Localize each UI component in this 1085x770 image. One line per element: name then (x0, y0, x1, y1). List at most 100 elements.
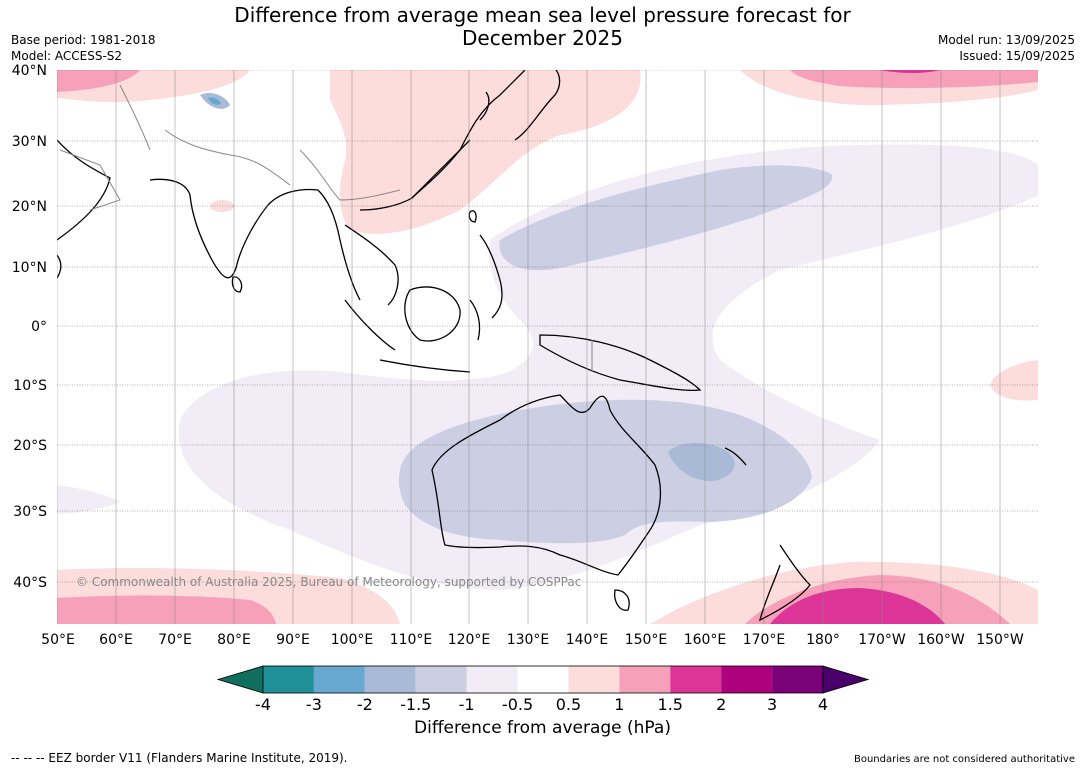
colorbar-segment (263, 666, 314, 693)
lat-label-40s: 40°S (13, 575, 47, 591)
colorbar-tick-label: -1 (459, 695, 475, 714)
coast-srilanka (231, 276, 243, 293)
lon-label-110e: 110°E (390, 632, 433, 648)
lat-label-10n: 10°N (12, 260, 47, 276)
colorbar-segment (721, 666, 773, 693)
lon-label-100e: 100°E (331, 632, 374, 648)
coast-newguinea (539, 334, 702, 391)
lon-label-150w: 150°W (976, 632, 1024, 648)
copyright-text: © Commonwealth of Australia 2025, Bureau… (76, 575, 581, 589)
contour-pos-0-5-swpac (990, 360, 1038, 401)
lon-label-180: 180° (806, 632, 840, 648)
colorbar-segment (568, 666, 620, 693)
border-pakistan (119, 84, 151, 151)
lon-label-170e: 170°E (743, 632, 786, 648)
coast-japan (514, 70, 561, 141)
coast-korea (479, 91, 490, 121)
lat-label-40n: 40°N (12, 63, 47, 79)
lon-label-160w: 160°W (917, 632, 965, 648)
meridians (57, 70, 1001, 624)
chart-title: Difference from average mean sea level p… (0, 4, 1085, 50)
contour-pos-1-south-west (57, 595, 276, 624)
lat-label-10s: 10°S (13, 378, 47, 394)
coast-australia (431, 394, 662, 576)
coast-newzealand (759, 544, 811, 622)
colorbar-tick-label: -4 (255, 695, 271, 714)
boundaries-disclaimer: Boundaries are not considered authoritat… (853, 754, 1075, 765)
border-china-sea (299, 149, 401, 201)
coast-sumatra (344, 299, 396, 351)
lon-label-50e: 50°E (41, 632, 75, 648)
contour-pos-1-npac (790, 70, 1038, 89)
colorbar-segment (772, 666, 823, 693)
coast-borneo (404, 286, 461, 342)
colorbar-segment (517, 666, 569, 693)
colorbar-tick-label: 0.5 (556, 695, 581, 714)
colorbar-tick-label: -2 (357, 695, 373, 714)
gridlines (57, 70, 1038, 583)
contour-neg-1-pacific (499, 165, 833, 271)
lat-label-20n: 20°N (12, 199, 47, 215)
coast-africa (57, 254, 62, 279)
lon-label-140e: 140°E (566, 632, 609, 648)
colorbar-tick-label: 1 (614, 695, 624, 714)
colorbar-tick-label: 3 (767, 695, 777, 714)
colorbar-segment (619, 666, 671, 693)
colorbar-tick-label: -1.5 (400, 695, 431, 714)
model-run-text: Model run: 13/09/2025 (937, 33, 1075, 47)
lon-label-70e: 70°E (158, 632, 192, 648)
meta-right: Model run: 13/09/2025 Issued: 15/09/2025 (938, 32, 1075, 64)
colorbar-tick-label: 2 (716, 695, 726, 714)
lon-label-80e: 80°E (217, 632, 251, 648)
contour-pos-1-5-south-east (770, 588, 945, 624)
contour-pos-1-nw (57, 70, 140, 92)
lon-label-130e: 130°E (507, 632, 550, 648)
lon-label-60e: 60°E (99, 632, 133, 648)
contour-pos-0-5-asia (330, 70, 641, 234)
colorbar-segment (466, 666, 518, 693)
longitude-labels: 50°E 60°E 70°E 80°E 90°E 100°E 110°E 120… (41, 632, 1024, 648)
coast-india (149, 178, 319, 279)
colorbar-segment (415, 666, 467, 693)
colorbar-tick-label: 4 (818, 695, 828, 714)
colorbar-tick-label: -3 (306, 695, 322, 714)
colorbar-title: Difference from average (hPa) (414, 718, 671, 738)
contour-neg-0-5-west (57, 485, 120, 514)
model-text: Model: ACCESS-S2 (11, 49, 123, 63)
coast-tasmania (614, 589, 630, 611)
coast-arabia (57, 139, 111, 241)
lon-label-150e: 150°E (625, 632, 668, 648)
contour-neg-1-australia (398, 399, 812, 544)
latitude-labels: 40°N 30°N 20°N 10°N 0° 10°S 20°S 30°S 40… (12, 63, 47, 591)
title-line-2: December 2025 (462, 26, 623, 50)
lon-label-120e: 120°E (448, 632, 491, 648)
colorbar-segment (313, 666, 365, 693)
base-period-text: Base period: 1981-2018 (11, 33, 156, 47)
lon-label-90e: 90°E (276, 632, 310, 648)
contour-pos-1-5-npac (880, 70, 940, 73)
lon-label-170w: 170°W (858, 632, 906, 648)
lat-label-30n: 30°N (12, 134, 47, 150)
map-area: © Commonwealth of Australia 2025, Bureau… (57, 70, 1038, 624)
issued-text: Issued: 15/09/2025 (959, 49, 1075, 63)
colorbar (216, 665, 870, 694)
colorbar-segment (364, 666, 416, 693)
colorbar-outline (262, 665, 824, 694)
meta-left: Base period: 1981-2018 Model: ACCESS-S2 (11, 32, 156, 64)
coast-taiwan (468, 210, 477, 223)
eez-border-note: -- -- -- EEZ border V11 (Flanders Marine… (11, 751, 348, 765)
colorbar-arrow-min (216, 665, 264, 694)
coast-philippines (479, 234, 503, 319)
colorbar-arrow-max (822, 665, 870, 694)
title-line-1: Difference from average mean sea level p… (234, 3, 851, 27)
lat-label-20s: 20°S (13, 438, 47, 454)
border-iran (59, 149, 121, 211)
coastlines (57, 70, 811, 622)
lat-label-30s: 30°S (13, 504, 47, 520)
coast-java (379, 359, 471, 373)
lon-label-160e: 160°E (684, 632, 727, 648)
lat-label-0: 0° (31, 319, 47, 335)
colorbar-tick-label: 1.5 (658, 695, 683, 714)
coast-newcaledonia (724, 447, 747, 466)
